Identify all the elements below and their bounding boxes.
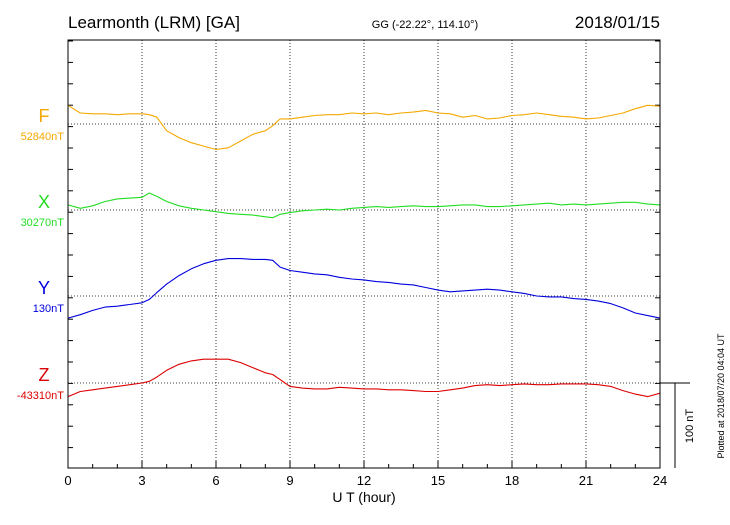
x-tick-label: 9 (286, 473, 293, 488)
x-tick-label: 21 (579, 473, 593, 488)
series-baseline-f: 52840nT (21, 131, 65, 143)
station-title: Learmonth (LRM) [GA] (68, 13, 240, 32)
coordinates-label: GG (-22.22°, 114.10°) (372, 19, 478, 31)
scale-bar-label: 100 nT (684, 409, 696, 444)
x-tick-label: 12 (357, 473, 371, 488)
series-layer (67, 104, 661, 398)
ticks-layer (67, 40, 661, 468)
series-name-f: F (39, 106, 50, 126)
series-line-z (67, 358, 661, 398)
series-line-f (67, 104, 661, 151)
x-tick-label: 6 (212, 473, 219, 488)
series-baseline-x: 30270nT (21, 217, 65, 229)
x-tick-label: 18 (505, 473, 519, 488)
scale-bar: 100 nT (660, 382, 696, 468)
x-tick-label: 0 (64, 473, 71, 488)
series-baseline-z: -43310nT (17, 390, 64, 402)
series-baseline-y: 130nT (33, 303, 64, 315)
x-axis-title: U T (hour) (332, 489, 395, 505)
x-tick-label: 15 (431, 473, 445, 488)
labels-layer: 0 3 6 9 12 15 18 21 24 F 52840nT X 30270nT Y 130nT Z -43… (17, 106, 667, 488)
plot-frame (67, 39, 661, 469)
x-tick-label: 3 (138, 473, 145, 488)
series-name-x: X (38, 192, 50, 212)
series-line-x (67, 192, 661, 219)
x-tick-label: 24 (653, 473, 667, 488)
date-label: 2018/01/15 (575, 13, 660, 32)
series-name-y: Y (38, 278, 50, 298)
series-name-z: Z (39, 365, 50, 385)
series-line-y (67, 258, 661, 319)
plotted-at-note: Plotted at 2018/07/20 04:04 UT (716, 333, 726, 459)
